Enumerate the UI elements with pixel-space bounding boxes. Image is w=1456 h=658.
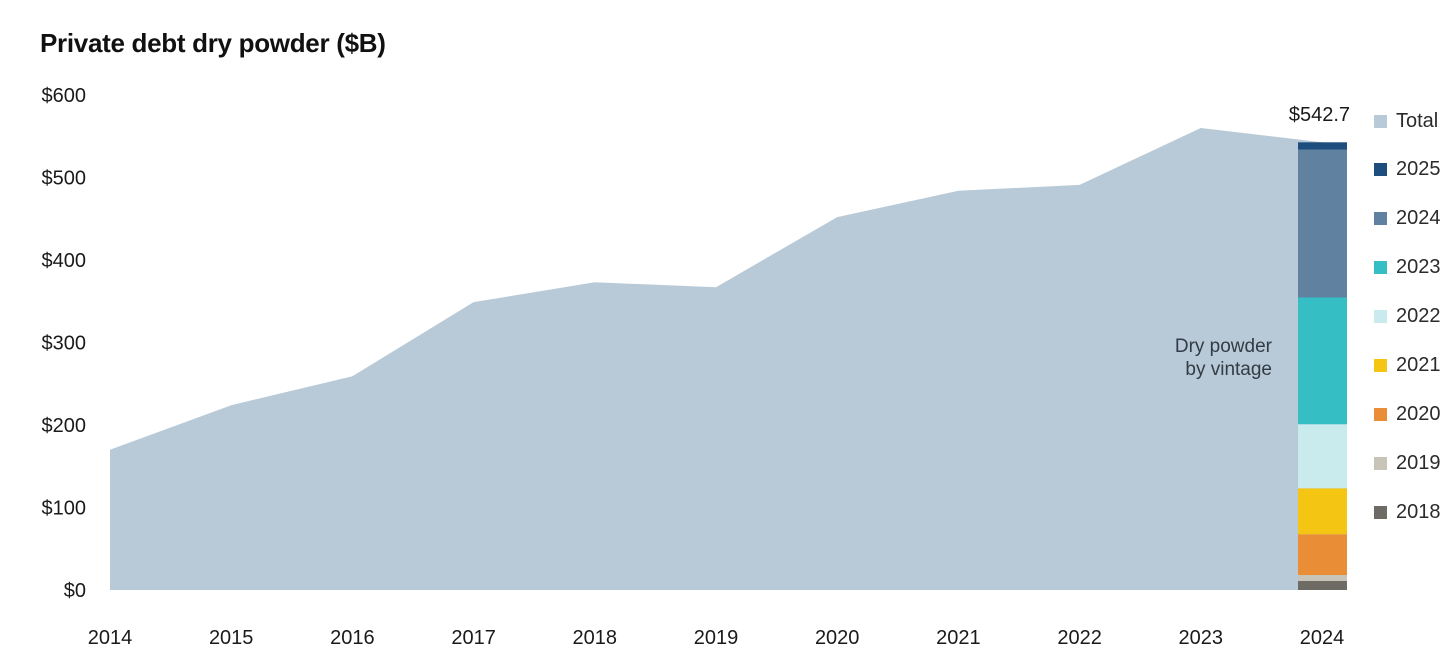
- y-axis-ticks: $0 $100 $200 $300 $400 $500 $600: [42, 85, 87, 602]
- chart-title: Private debt dry powder ($B): [40, 28, 386, 58]
- legend-label: 2022: [1396, 305, 1441, 328]
- bar-total-value-label: $542.7: [1288, 104, 1350, 126]
- y-tick-500: $500: [42, 168, 87, 190]
- legend-label: 2019: [1396, 451, 1441, 474]
- x-tick-2018: 2018: [573, 627, 618, 649]
- legend-label: 2025: [1396, 158, 1441, 181]
- legend-label: 2021: [1396, 354, 1441, 376]
- y-tick-200: $200: [42, 415, 87, 437]
- x-tick-2021: 2021: [936, 627, 981, 649]
- legend-item-2024: 2024: [1374, 207, 1441, 230]
- dry-powder-annotation: Dry powder by vintage: [1175, 335, 1272, 381]
- x-tick-2015: 2015: [209, 627, 254, 649]
- y-tick-300: $300: [42, 333, 87, 355]
- legend-item-2021: 2021: [1374, 354, 1441, 377]
- legend-item-2025: 2025: [1374, 158, 1441, 181]
- x-tick-2024: 2024: [1300, 627, 1345, 649]
- x-tick-2014: 2014: [88, 627, 133, 649]
- legend-label: 2018: [1396, 500, 1441, 523]
- legend-swatch-2020: [1374, 407, 1387, 421]
- legend-item-total: Total: [1374, 110, 1438, 132]
- x-tick-2020: 2020: [815, 627, 860, 649]
- x-axis-labels: 2014 2015 2016 2017 2018 2019 2020 2021 2022 2023…: [88, 627, 1345, 649]
- y-tick-0: $0: [64, 580, 86, 602]
- legend-label: 2020: [1396, 402, 1441, 425]
- legend-item-2020: 2020: [1374, 403, 1441, 425]
- legend-swatch-2024: [1374, 212, 1387, 226]
- bar-segment-2019: [1298, 575, 1347, 581]
- bar-segment-2022: [1298, 424, 1347, 489]
- area-series-total: [110, 128, 1347, 590]
- bar-segment-2020: [1298, 534, 1347, 575]
- legend-label: Total: [1396, 109, 1439, 132]
- x-tick-2017: 2017: [451, 627, 496, 649]
- legend-swatch-total: [1374, 114, 1387, 128]
- vintage-stacked-bar: [1298, 142, 1347, 590]
- legend-swatch-2021: [1374, 359, 1387, 372]
- legend-swatch-2018: [1374, 505, 1387, 519]
- legend-swatch-2023: [1374, 261, 1387, 275]
- bar-segment-2024: [1298, 149, 1347, 298]
- legend-label: 2024: [1396, 207, 1441, 230]
- annotation-line-1: Dry powder: [1174, 336, 1272, 357]
- y-tick-400: $400: [42, 250, 87, 272]
- legend-item-2018: 2018: [1374, 501, 1441, 523]
- legend-item-2019: 2019: [1374, 452, 1441, 474]
- x-tick-2016: 2016: [330, 627, 375, 649]
- legend-swatch-2025: [1374, 163, 1387, 177]
- bar-segment-2023: [1298, 297, 1347, 425]
- legend-swatch-2022: [1374, 310, 1387, 324]
- legend-label: 2023: [1396, 256, 1441, 279]
- x-tick-2023: 2023: [1179, 627, 1224, 649]
- bar-segment-2025: [1298, 142, 1347, 150]
- legend-item-2023: 2023: [1374, 256, 1441, 279]
- x-tick-2019: 2019: [694, 627, 739, 649]
- x-tick-2022: 2022: [1057, 627, 1102, 649]
- annotation-line-2: by vintage: [1185, 359, 1272, 380]
- legend-swatch-2019: [1374, 456, 1387, 470]
- legend-item-2022: 2022: [1374, 305, 1441, 328]
- bar-segment-2021: [1298, 488, 1347, 535]
- y-tick-600: $600: [42, 85, 87, 107]
- y-tick-100: $100: [42, 498, 87, 520]
- total-area-shape: [110, 128, 1347, 590]
- bar-segment-2018: [1298, 581, 1347, 590]
